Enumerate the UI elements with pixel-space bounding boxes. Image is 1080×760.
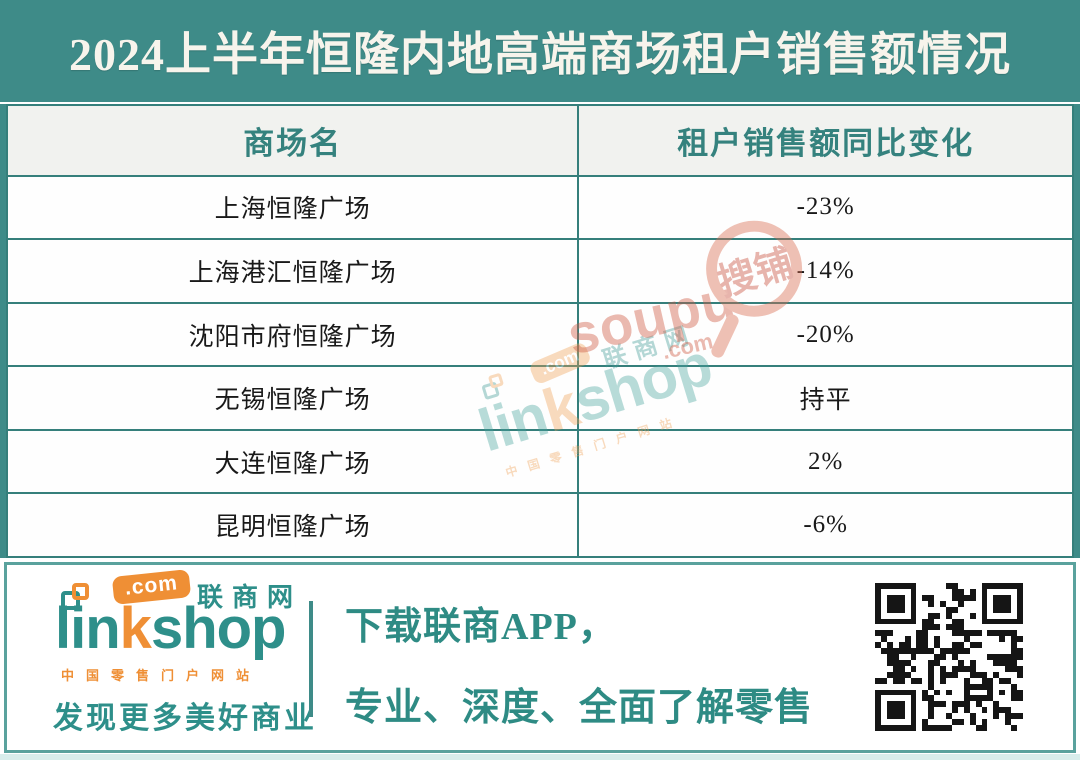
page-title: 2024上半年恒隆内地高端商场租户销售额情况 [69,29,1011,80]
table-row: 上海港汇恒隆广场 -14% [5,238,1074,304]
footer-divider [309,601,313,717]
column-header-mall: 商场名 [5,104,580,177]
footer-banner: .com 联商网 linkshop 中国零售门户网站 发现更多美好商业 下载联商… [4,562,1076,753]
logo-tagline: 中国零售门户网站 [61,668,262,683]
square-orange [72,583,89,600]
table-row: 沈阳市府恒隆广场 -20% [5,301,1074,368]
sales-table-wrapper: 商场名 租户销售额同比变化 上海恒隆广场 -23% 上海港汇恒隆广场 -14% … [0,104,1080,558]
mall-name: 沈阳市府恒隆广场 [5,301,580,368]
sales-table: 商场名 租户销售额同比变化 上海恒隆广场 -23% 上海港汇恒隆广场 -14% … [5,104,1074,558]
promo-line-2: 专业、深度、全面了解零售 [345,687,814,729]
yoy-change: 持平 [577,365,1074,431]
column-header-change: 租户销售额同比变化 [577,104,1074,177]
mall-name: 大连恒隆广场 [5,428,580,495]
brand-lin: lin [55,596,121,661]
linkshop-squares-icon [61,583,95,613]
mall-name: 昆明恒隆广场 [5,492,580,558]
bottom-edge [0,754,1080,760]
logo-cn-name: 联商网 [197,582,303,612]
table-row: 昆明恒隆广场 -6% [5,492,1074,558]
brand-shop: shop [150,596,287,661]
yoy-change: -14% [577,238,1074,304]
table-row: 大连恒隆广场 2% [5,428,1074,495]
brand-k: k [119,596,152,661]
yoy-change: -6% [577,492,1074,558]
promo-line-1: 下载联商APP， [345,606,617,648]
qr-code [875,583,1023,731]
logo-slogan: 发现更多美好商业 [53,702,317,735]
mall-name: 上海港汇恒隆广场 [5,238,580,304]
table-row: 无锡恒隆广场 持平 [5,365,1074,431]
table-header-row: 商场名 租户销售额同比变化 [5,104,1074,177]
title-band: 2024上半年恒隆内地高端商场租户销售额情况 [0,0,1080,102]
yoy-change: -20% [577,301,1074,368]
yoy-change: -23% [577,174,1074,241]
table-row: 上海恒隆广场 -23% [5,174,1074,241]
mall-name: 上海恒隆广场 [5,174,580,241]
yoy-change: 2% [577,428,1074,495]
logo-brand: linkshop [55,595,287,662]
mall-name: 无锡恒隆广场 [5,365,580,431]
linkshop-logo: .com 联商网 linkshop 中国零售门户网站 发现更多美好商业 [29,569,319,741]
promo-text: 下载联商APP， 专业、深度、全面了解零售 [345,595,813,731]
